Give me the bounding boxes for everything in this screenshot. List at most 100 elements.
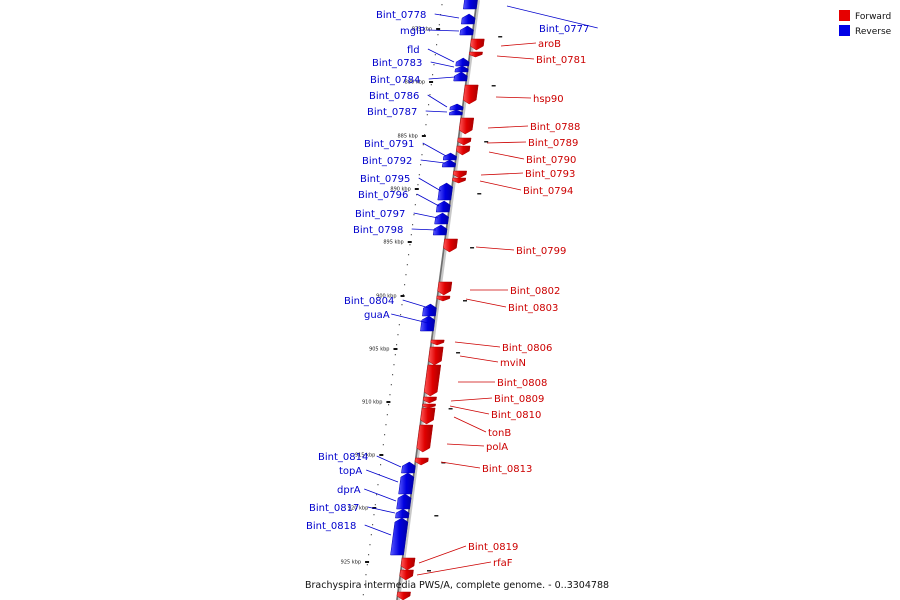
ruler-tick-label: 880 kbp [405, 80, 425, 86]
reverse-gene-arrow [455, 57, 470, 67]
gene-label: mglB [400, 26, 426, 37]
label-leader-line [449, 405, 490, 415]
reverse-gene-arrow [432, 224, 448, 236]
reverse-gene-arrow [398, 472, 415, 495]
genome-caption: Brachyspira intermedia PWS/A, complete g… [305, 580, 609, 591]
gene-label: Bint_0796 [358, 190, 408, 201]
gene-label: Bint_0792 [362, 156, 412, 167]
gene-label: Bint_0793 [525, 169, 575, 180]
ruler-tick-label: 910 kbp [362, 400, 382, 406]
label-leader-line [411, 228, 437, 231]
label-leader-line [364, 488, 397, 502]
legend: Forward Reverse [839, 10, 892, 37]
label-leader-line [465, 298, 507, 308]
reverse-gene-arrow [454, 65, 469, 73]
forward-gene-arrow [428, 346, 444, 366]
ruler-tick-label: 905 kbp [369, 347, 389, 353]
reverse-gene-arrow [434, 212, 449, 225]
forward-gene-arrow [452, 177, 467, 184]
gene-labels: Bint_0777 Bint_0778 mglB aroB Bint_0781 fld Bi… [306, 5, 598, 576]
forward-gene-arrow [422, 396, 437, 404]
gene-label: Bint_0814 [318, 452, 368, 463]
label-leader-line [427, 29, 460, 32]
forward-gene-arrow [437, 281, 453, 296]
gene-label: Bint_0818 [306, 521, 356, 532]
forward-gene-arrow [422, 403, 436, 409]
gene-label: Bint_0777 [539, 24, 589, 35]
reverse-gene-arrow [396, 493, 412, 510]
forward-gene-arrow [430, 339, 445, 346]
gene-label: Bint_0803 [508, 303, 558, 314]
gene-label: Bint_0784 [370, 75, 420, 86]
forward-gene-arrow [470, 38, 485, 51]
reverse-gene-arrow [395, 508, 410, 519]
gene-label: Bint_0786 [369, 91, 419, 102]
gene-label: Bint_0804 [344, 296, 394, 307]
forward-gene-arrow [416, 424, 434, 453]
reverse-gene-arrow [437, 182, 453, 201]
label-leader-line [488, 151, 525, 160]
label-leader-line [500, 42, 537, 47]
legend-forward-swatch [839, 10, 850, 21]
gene-label: rfaF [493, 558, 513, 569]
legend-forward-label: Forward [855, 12, 891, 22]
gene-label: Bint_0802 [510, 286, 560, 297]
label-leader-line [496, 55, 535, 60]
label-leader-line [416, 561, 492, 576]
ruler-tick-label: 900 kbp [376, 294, 396, 300]
label-leader-line [418, 177, 442, 192]
reverse-gene-arrow [453, 71, 468, 82]
gene-label: Bint_0808 [497, 378, 547, 389]
reverse-gene-arrow [420, 315, 436, 332]
ruler-tick-label: 885 kbp [397, 134, 417, 140]
gene-label: aroB [538, 39, 561, 50]
reverse-gene-arrow [461, 13, 476, 25]
forward-gene-arrow [452, 170, 467, 179]
reverse-gene-arrow [459, 25, 474, 36]
label-leader-line [480, 172, 524, 176]
label-leader-line [475, 246, 515, 251]
ruler-tick-label: 875 kbp [412, 27, 432, 33]
gene-label: Bint_0789 [528, 138, 578, 149]
gene-label: Bint_0781 [536, 55, 586, 66]
label-leader-line [402, 299, 430, 309]
ruler-tick-label: 890 kbp [390, 187, 410, 193]
gene-label: Bint_0794 [523, 186, 573, 197]
gene-label: Bint_0809 [494, 394, 544, 405]
forward-gene-arrow [400, 557, 416, 571]
gene-label: Bint_0790 [526, 155, 576, 166]
legend-reverse-label: Reverse [855, 27, 892, 37]
reverse-gene-arrow [463, 0, 478, 10]
label-leader-line [427, 94, 448, 108]
reverse-gene-arrow [449, 103, 464, 111]
reverse-gene-arrow [401, 461, 416, 474]
gene-label: mviN [500, 358, 526, 369]
reverse-gene-arrow [435, 200, 451, 213]
ruler-tick-label: 915 kbp [355, 453, 375, 459]
reverse-gene-arrow [442, 152, 457, 161]
ruler-tick-label: 925 kbp [341, 560, 361, 566]
label-leader-line [506, 5, 598, 29]
gene-label: fld [407, 45, 420, 56]
label-leader-line [440, 461, 481, 469]
label-leader-line [367, 506, 396, 514]
ruler-tick-label: 895 kbp [383, 240, 403, 246]
gene-label: dprA [337, 485, 361, 496]
reverse-gene-arrow [448, 109, 463, 116]
label-leader-line [486, 141, 527, 144]
forward-gene-arrow [423, 364, 442, 397]
label-leader-line [413, 212, 439, 219]
ruler-tick-label: 920 kbp [348, 506, 368, 512]
label-leader-line [446, 443, 485, 447]
label-leader-line [454, 341, 501, 348]
label-leader-line [420, 159, 446, 164]
gene-label: Bint_0797 [355, 209, 405, 220]
label-leader-line [479, 180, 522, 191]
label-leader-line [495, 96, 532, 99]
label-leader-line [430, 61, 455, 68]
forward-gene-arrow [456, 145, 471, 156]
forward-gene-arrow [399, 569, 414, 581]
gene-label: Bint_0778 [376, 10, 426, 21]
label-leader-line [459, 355, 499, 363]
